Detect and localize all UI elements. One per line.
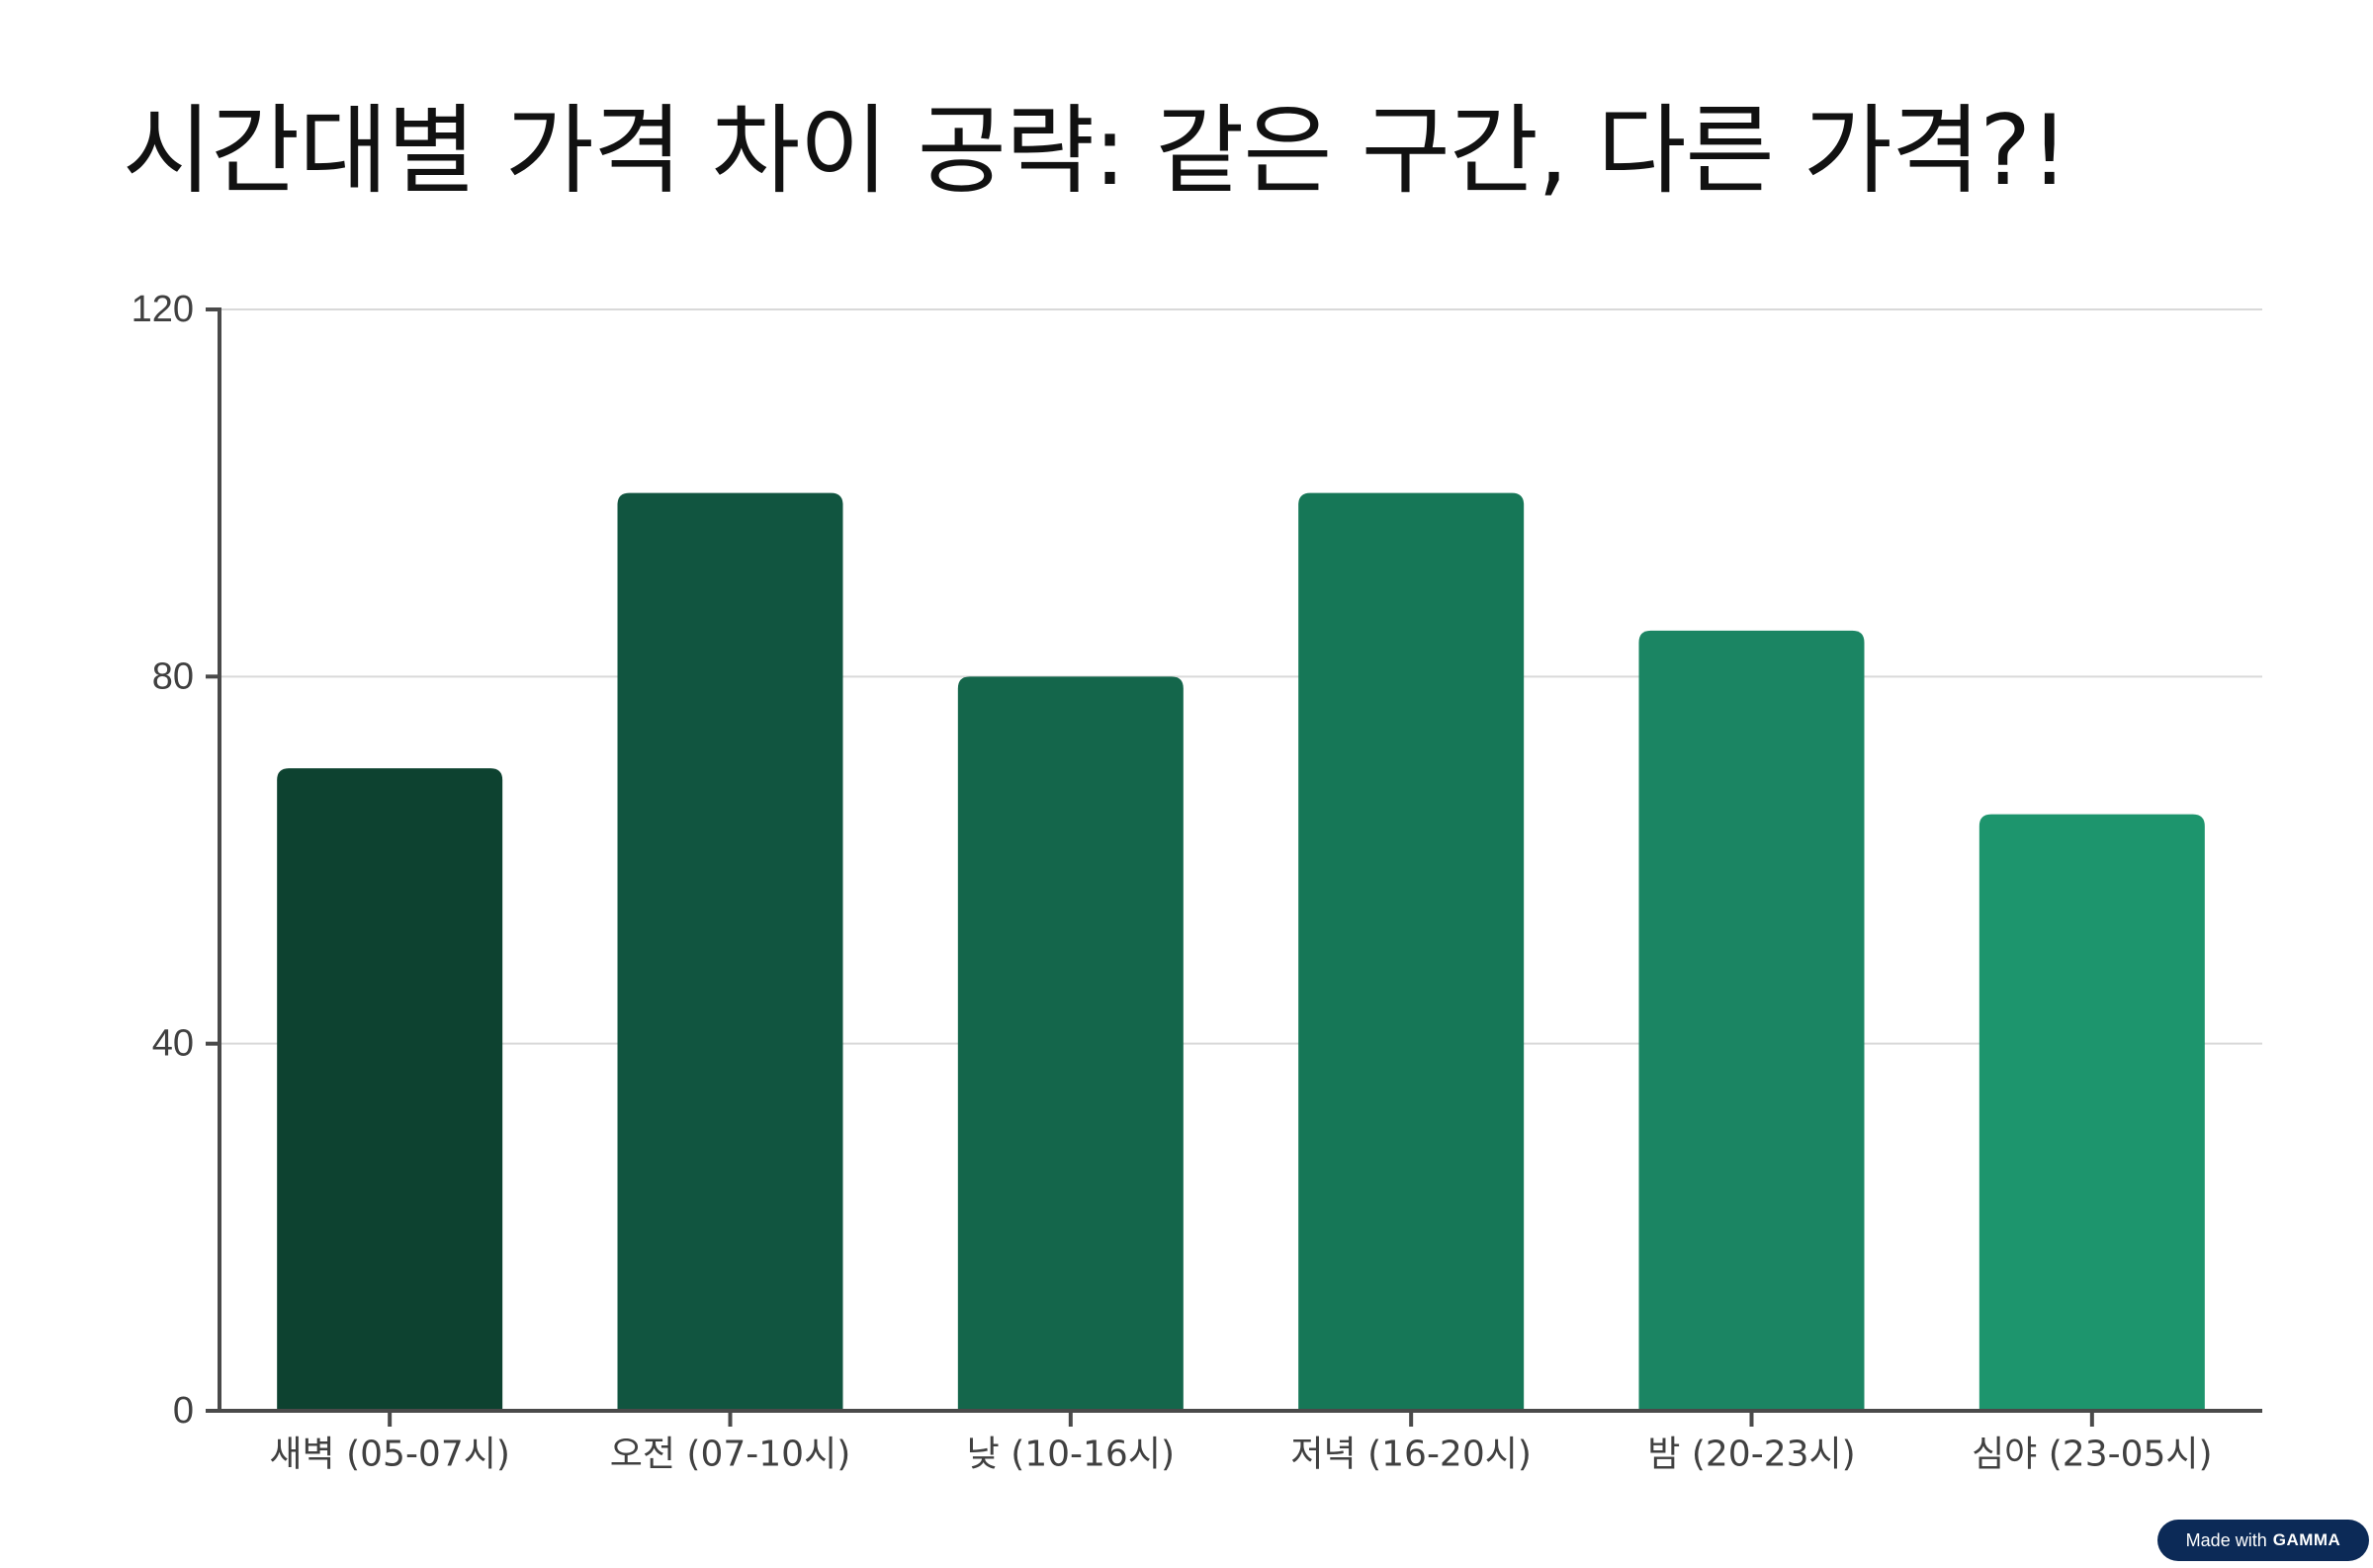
- y-tick-label: 80: [152, 655, 194, 697]
- y-tick-label: 40: [152, 1023, 194, 1065]
- x-tick-label: 오전 (07-10시): [610, 1435, 851, 1475]
- x-tick-label: 밤 (20-23시): [1647, 1435, 1855, 1475]
- x-tick-label: 낮 (10-16시): [967, 1435, 1175, 1475]
- y-tick-label: 0: [173, 1390, 194, 1432]
- x-tick-label: 심야 (23-05시): [1972, 1435, 2213, 1475]
- x-tick-label: 저녁 (16-20시): [1290, 1435, 1532, 1475]
- bar: [617, 492, 843, 1412]
- bar: [1978, 814, 2205, 1411]
- bar: [1638, 630, 1865, 1411]
- badge-prefix: Made with: [2185, 1529, 2267, 1550]
- bar: [277, 768, 503, 1411]
- x-tick-label: 새벽 (05-07시): [269, 1435, 510, 1475]
- gamma-logo: GAMMA: [2272, 1530, 2341, 1549]
- bar: [957, 676, 1184, 1411]
- page-title: 시간대별 가격 차이 공략: 같은 구간, 다른 가격?!: [123, 95, 2068, 208]
- y-tick-label: 120: [132, 289, 194, 330]
- made-with-gamma-badge[interactable]: Made with GAMMA: [2157, 1520, 2369, 1561]
- bar: [1298, 492, 1525, 1412]
